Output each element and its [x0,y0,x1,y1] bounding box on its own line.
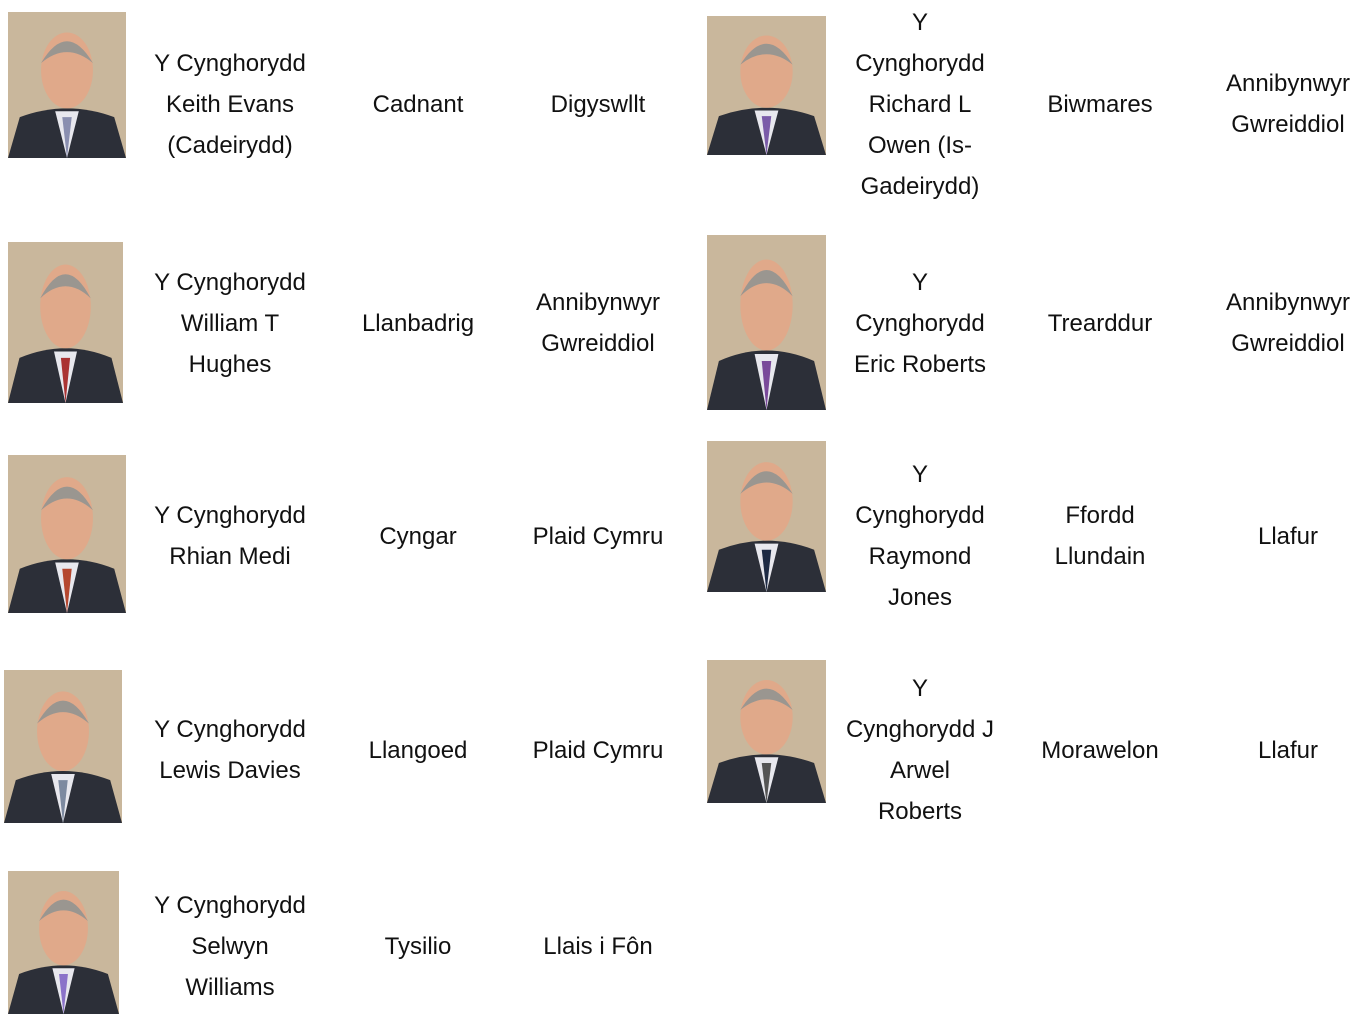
councillor-name: Cynghorydd [855,309,985,337]
councillor-ward: Cadnant [372,90,464,118]
councillor-party: Annibynwyr [535,289,661,316]
councillor-ward: Llundain [1054,543,1146,570]
councillor-ward: Cyngar [379,522,457,550]
councillor-party: Llafur [1257,522,1319,550]
councillor-party: Digyswllt [550,90,646,118]
councillor-name: Owen (Is- [867,131,973,159]
councillor-party: Gwreiddiol [541,330,655,357]
councillor-ward: Trearddur [1047,309,1153,337]
councillor-name: Arwel [889,757,951,784]
councillor-ward: Morawelon [1041,736,1159,764]
councillor-party: Gwreiddiol [1231,111,1345,138]
councillor-ward: Tysilio [384,932,452,960]
councillor-name: (Cadeirydd) [167,131,293,159]
councillor-ward: Ffordd [1065,502,1135,529]
councillor-name: Hughes [188,350,272,378]
councillor-name: Y Cynghorydd [154,49,306,77]
councillor-name: Cynghorydd [855,49,985,77]
councillor-ward: Biwmares [1047,90,1153,118]
councillor-name: William T [180,309,280,337]
councillor-photo [8,12,126,158]
councillor-name: Y [911,461,929,488]
councillor-name: Cynghorydd [855,502,985,529]
councillor-photo [4,670,122,823]
councillor-name: Y [911,268,929,296]
councillor-name: Gadeirydd) [860,172,980,200]
councillor-photo [707,235,826,410]
councillor-photo [8,871,119,1014]
councillor-ward: Llanbadrig [361,309,475,337]
councillor-name: Y Cynghorydd [154,891,306,919]
councillor-name: Y [911,8,929,36]
councillor-photo [707,441,826,592]
councillor-ward: Llangoed [368,736,468,764]
councillor-name: Y [911,675,929,702]
councillor-name: Richard L [868,90,972,118]
councillor-party: Llafur [1257,736,1319,764]
councillor-name: Roberts [877,798,963,825]
councillor-party: Annibynwyr [1225,289,1351,316]
councillor-photo [8,455,126,613]
councillor-party: Gwreiddiol [1231,330,1345,357]
councillor-name: Y Cynghorydd [154,502,306,529]
councillor-name: Eric Roberts [853,350,987,378]
councillor-party: Plaid Cymru [532,736,664,764]
councillor-party: Annibynwyr [1225,70,1351,97]
councillor-name: Selwyn [191,932,269,960]
councillor-name: Jones [887,584,953,611]
councillor-name: Lewis Davies [159,757,301,784]
councillor-photo [707,16,826,155]
councillor-photo [8,242,123,403]
councillor-party: Plaid Cymru [532,522,664,550]
councillor-name: Rhian Medi [169,543,291,570]
councillor-name: Keith Evans [165,90,295,118]
councillor-party: Llais i Fôn [543,932,653,960]
councillor-name: Y Cynghorydd [154,268,306,296]
councillor-name: Y Cynghorydd [154,716,306,743]
councillor-photo [707,660,826,803]
councillor-name: Williams [185,973,275,1001]
councillor-name: Cynghorydd J [845,716,995,743]
councillor-name: Raymond [868,543,972,570]
